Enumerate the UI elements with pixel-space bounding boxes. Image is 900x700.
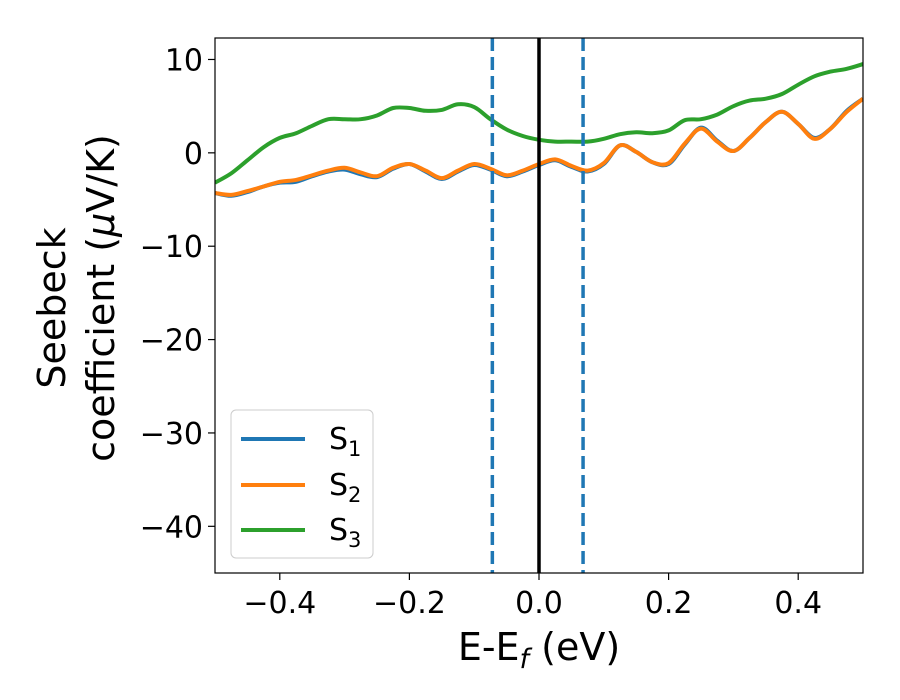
y-tick-label: 0 (184, 137, 203, 172)
x-tick-label: 0.0 (515, 586, 563, 621)
legend-label-s1: S1 (329, 422, 361, 461)
y-axis-ticks: 10 0 −10 −20 −30 −40 (140, 43, 215, 545)
y-axis-title-line1: Seebeck (30, 227, 74, 388)
y-axis-title-line2: coefficient (μV/K) (79, 134, 123, 462)
legend-label-s3: S3 (329, 513, 361, 552)
legend-label-s2: S2 (329, 468, 361, 507)
x-tick-label: −0.4 (243, 586, 316, 621)
y-tick-label: −20 (140, 324, 203, 359)
x-tick-label: −0.2 (373, 586, 446, 621)
legend-entry-s1: S1 (241, 422, 361, 461)
reference-lines (490, 38, 585, 573)
y-tick-label: 10 (165, 43, 203, 78)
x-axis-ticks: −0.4 −0.2 0.0 0.2 0.4 (243, 573, 822, 621)
legend-entry-s3: S3 (241, 513, 361, 552)
x-tick-label: 0.2 (645, 586, 693, 621)
legend-entry-s2: S2 (241, 468, 361, 507)
y-tick-label: −30 (140, 417, 203, 452)
legend: S1 S2 S3 (230, 409, 374, 559)
y-tick-label: −10 (140, 230, 203, 265)
x-axis-title: E-Ef (eV) (458, 625, 620, 675)
x-tick-label: 0.4 (774, 586, 822, 621)
y-tick-label: −40 (140, 510, 203, 545)
